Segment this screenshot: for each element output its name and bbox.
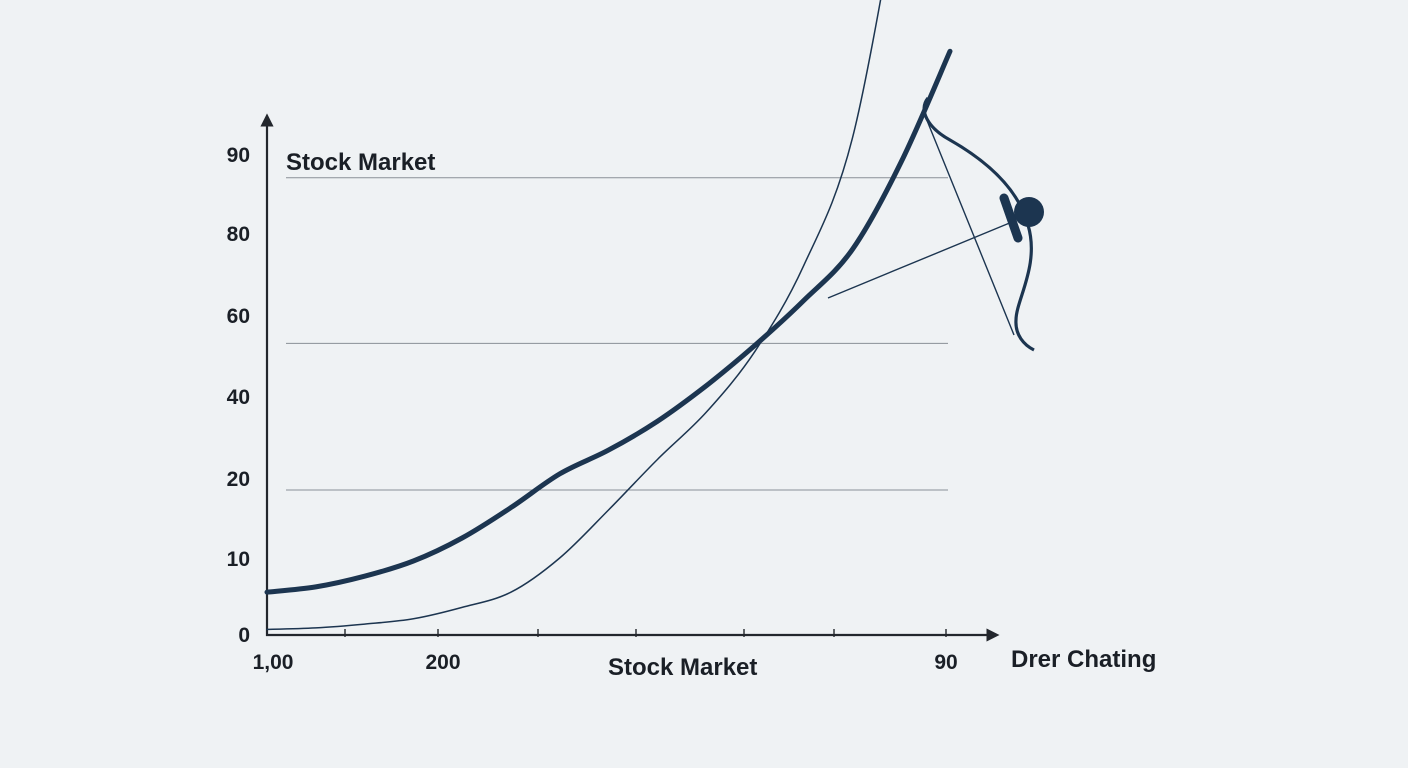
grid-lines	[286, 177, 948, 491]
y-tick-labels: 0 10 20 40 60 80 90	[227, 144, 250, 647]
bow-string	[925, 117, 1015, 336]
y-tick-label-3: 40	[227, 386, 250, 409]
x-axis-extra-label: Drer Chating	[1011, 646, 1156, 673]
y-tick-label-1: 10	[227, 548, 250, 571]
y-tick-label-5: 80	[227, 223, 250, 246]
series-lines	[264, 0, 953, 631]
x-tick-label-1: 200	[425, 651, 460, 674]
y-tick-label-4: 60	[227, 305, 250, 328]
y-tick-label-2: 20	[227, 468, 250, 491]
y-tick-label-0: 0	[238, 624, 250, 647]
x-tick-label-2: 90	[934, 651, 957, 674]
x-axis-title: Stock Market	[608, 654, 757, 681]
x-tick-marks	[344, 629, 947, 637]
series-line-thick	[264, 48, 953, 595]
bow-grip	[999, 193, 1023, 243]
x-tick-label-0: 1,00	[253, 651, 294, 674]
y-axis-title: Stock Market	[286, 149, 435, 176]
bow-knob	[1014, 197, 1044, 227]
y-tick-label-6: 90	[227, 144, 250, 167]
arrow-shaft	[827, 221, 1013, 299]
bow-annotation	[827, 96, 1044, 352]
series-line-thin	[266, 0, 882, 631]
x-tick-labels: 1,00 200 90	[253, 651, 958, 674]
